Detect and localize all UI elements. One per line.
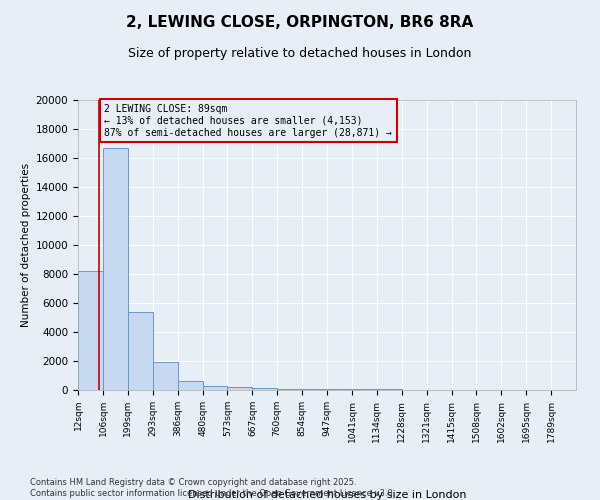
Y-axis label: Number of detached properties: Number of detached properties: [22, 163, 31, 327]
Text: 2, LEWING CLOSE, ORPINGTON, BR6 8RA: 2, LEWING CLOSE, ORPINGTON, BR6 8RA: [127, 15, 473, 30]
Bar: [128, 312, 153, 390]
Bar: [103, 148, 128, 390]
Bar: [178, 380, 203, 390]
X-axis label: Distribution of detached houses by size in London: Distribution of detached houses by size …: [188, 490, 466, 500]
Bar: [78, 271, 103, 390]
Bar: [203, 386, 227, 390]
Text: 2 LEWING CLOSE: 89sqm
← 13% of detached houses are smaller (4,153)
87% of semi-d: 2 LEWING CLOSE: 89sqm ← 13% of detached …: [104, 104, 392, 138]
Bar: [253, 388, 277, 390]
Bar: [153, 362, 178, 390]
Bar: [227, 387, 253, 390]
Text: Size of property relative to detached houses in London: Size of property relative to detached ho…: [128, 48, 472, 60]
Bar: [302, 389, 327, 390]
Bar: [327, 389, 352, 390]
Text: Contains HM Land Registry data © Crown copyright and database right 2025.
Contai: Contains HM Land Registry data © Crown c…: [30, 478, 395, 498]
Bar: [277, 388, 302, 390]
